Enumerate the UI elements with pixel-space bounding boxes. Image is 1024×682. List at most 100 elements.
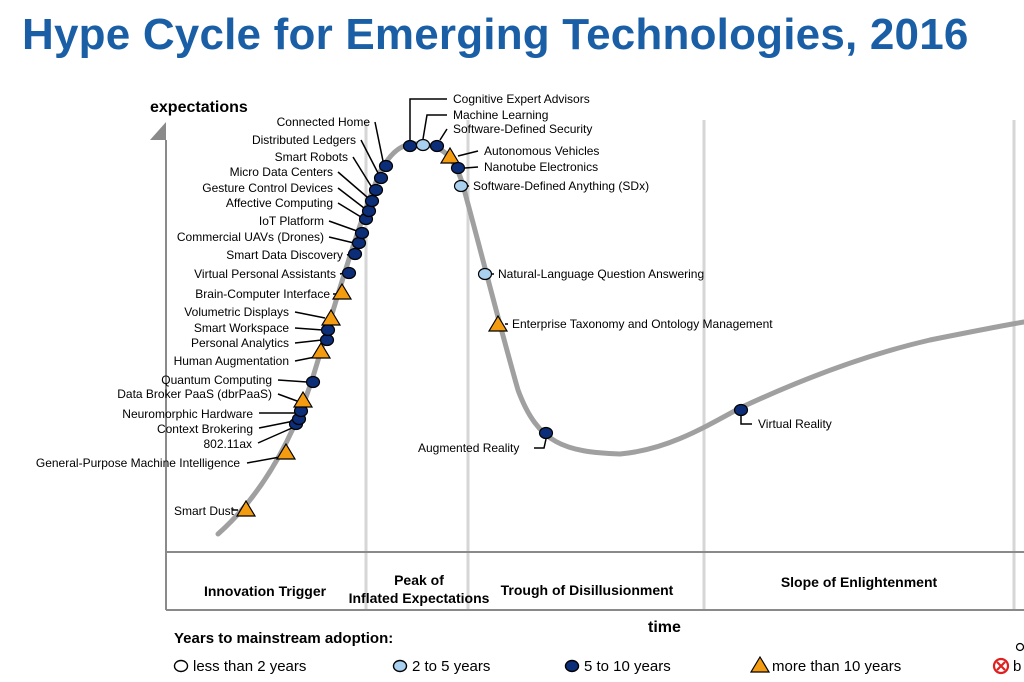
marker-data-broker-paas-dbrpaas[interactable] [292,390,314,408]
marker-smart-data-discovery[interactable] [347,247,363,261]
label-smart-dust: Smart Dust [174,504,235,518]
legend-label-b: b [1013,658,1021,675]
x-axis-label: time [648,619,681,636]
leader-personal-analytics [294,339,323,344]
leader-autonomous-vehicles [457,150,479,157]
leader-quantum-computing [277,379,308,383]
y-axis-label: expectations [150,99,248,116]
marker-augmented-reality[interactable] [538,426,554,440]
label-software-defined-security: Software-Defined Security [453,122,592,136]
marker-virtual-reality[interactable] [733,403,749,417]
marker-general-purpose-machine-intelligence[interactable] [275,442,297,460]
marker-micro-data-centers[interactable] [364,194,380,208]
marker-smart-workspace[interactable] [320,323,336,337]
label-quantum-computing: Quantum Computing [161,373,272,387]
label-smart-workspace: Smart Workspace [194,321,289,335]
marker-human-augmentation[interactable] [310,341,332,359]
marker-commercial-uavs-drones[interactable] [351,236,367,250]
leader-software-defined-security [439,128,448,141]
marker-software-defined-security[interactable] [429,139,445,153]
label-distributed-ledgers: Distributed Ledgers [252,133,356,147]
label-commercial-uavs-drones: Commercial UAVs (Drones) [177,230,324,244]
label-smart-data-discovery: Smart Data Discovery [226,248,343,262]
label-general-purpose-machine-intelligence: General-Purpose Machine Intelligence [36,456,240,470]
marker-natural-language-question-answering[interactable] [477,267,493,281]
leader-augmented-reality [534,438,547,449]
label-affective-computing: Affective Computing [226,196,333,210]
label-nanotube-electronics: Nanotube Electronics [484,160,598,174]
label-enterprise-taxonomy-and-ontology-management: Enterprise Taxonomy and Ontology Managem… [512,317,773,331]
leader-connected-home [374,121,384,162]
marker-distributed-ledgers[interactable] [373,171,389,185]
leader-virtual-reality [740,416,752,425]
marker-smart-robots[interactable] [368,183,384,197]
legend-marker-2-to-5-years [392,659,408,673]
leader-nanotube-electronics [464,166,479,169]
label-human-augmentation: Human Augmentation [174,354,289,368]
label-leaders [232,98,752,511]
marker-machine-learning[interactable] [415,138,431,152]
label-context-brokering: Context Brokering [157,422,253,436]
label-gesture-control-devices: Gesture Control Devices [202,181,333,195]
phase-labels: Innovation Trigger Peak of Inflated Expect… [204,572,938,606]
marker-quantum-computing[interactable] [305,375,321,389]
phase-label-peak: Peak of [394,572,444,588]
leader-volumetric-displays [294,311,326,319]
phase-label-trough: Trough of Disillusionment [501,582,674,598]
hype-curve [215,141,1024,537]
label-data-broker-paas-dbrpaas: Data Broker PaaS (dbrPaaS) [117,387,272,401]
leader-802-11ax [257,427,293,444]
legend-label-more-than-10-years: more than 10 years [772,658,901,675]
y-axis-arrow [150,122,166,140]
leader-general-purpose-machine-intelligence [246,456,281,464]
label-cognitive-expert-advisors: Cognitive Expert Advisors [453,92,590,106]
label-connected-home: Connected Home [277,115,371,129]
label-brain-computer-interface: Brain-Computer Interface [195,287,330,301]
label-virtual-personal-assistants: Virtual Personal Assistants [194,267,336,281]
marker-volumetric-displays[interactable] [320,308,342,326]
marker-brain-computer-interface[interactable] [331,282,353,300]
leader-machine-learning [422,114,447,140]
marker-gesture-control-devices[interactable] [361,204,377,218]
marker-personal-analytics[interactable] [319,333,335,347]
chart-axes: expectations time [150,99,1024,636]
legend-marker-more-than-10-years [749,655,771,673]
label-autonomous-vehicles: Autonomous Vehicles [484,144,599,158]
phase-label-innovation-trigger: Innovation Trigger [204,583,327,599]
label-iot-platform: IoT Platform [259,214,324,228]
leader-affective-computing [337,202,362,218]
marker-smart-dust[interactable] [235,499,257,517]
marker-connected-home[interactable] [378,159,394,173]
label-smart-robots: Smart Robots [275,150,348,164]
legend-marker-partial-circle [1015,642,1024,652]
phase-label-peak: Inflated Expectations [349,590,490,606]
leader-iot-platform [328,220,358,232]
marker-software-defined-anything-sdx[interactable] [453,179,469,193]
label-volumetric-displays: Volumetric Displays [184,305,289,319]
leader-commercial-uavs-drones [328,236,355,244]
marker-cognitive-expert-advisors[interactable] [402,139,418,153]
label-micro-data-centers: Micro Data Centers [230,165,333,179]
page-title: Hype Cycle for Emerging Technologies, 20… [22,10,969,59]
leader-micro-data-centers [337,171,368,198]
leader-cognitive-expert-advisors [409,98,447,140]
marker-nanotube-electronics[interactable] [450,161,466,175]
legend-marker-x [996,661,1006,671]
marker-virtual-personal-assistants[interactable] [341,266,357,280]
legend: Years to mainstream adoption: less than 2… [173,630,1024,675]
legend-marker-less-than-2-years [173,659,189,673]
marker-enterprise-taxonomy-and-ontology-management[interactable] [487,314,509,332]
leader-distributed-ledgers [360,139,379,174]
label-personal-analytics: Personal Analytics [191,336,289,350]
marker-autonomous-vehicles[interactable] [439,146,461,164]
label-machine-learning: Machine Learning [453,108,548,122]
phase-label-slope: Slope of Enlightenment [781,574,938,590]
technology-labels: Smart Dust General-Purpose Machine Intell… [36,92,832,518]
legend-label-less-than-2-years: less than 2 years [193,658,306,675]
technology-markers [235,138,749,517]
marker-iot-platform[interactable] [354,226,370,240]
legend-title: Years to mainstream adoption: [174,630,393,647]
leader-smart-robots [352,156,372,187]
legend-label-5-to-10-years: 5 to 10 years [584,658,671,675]
